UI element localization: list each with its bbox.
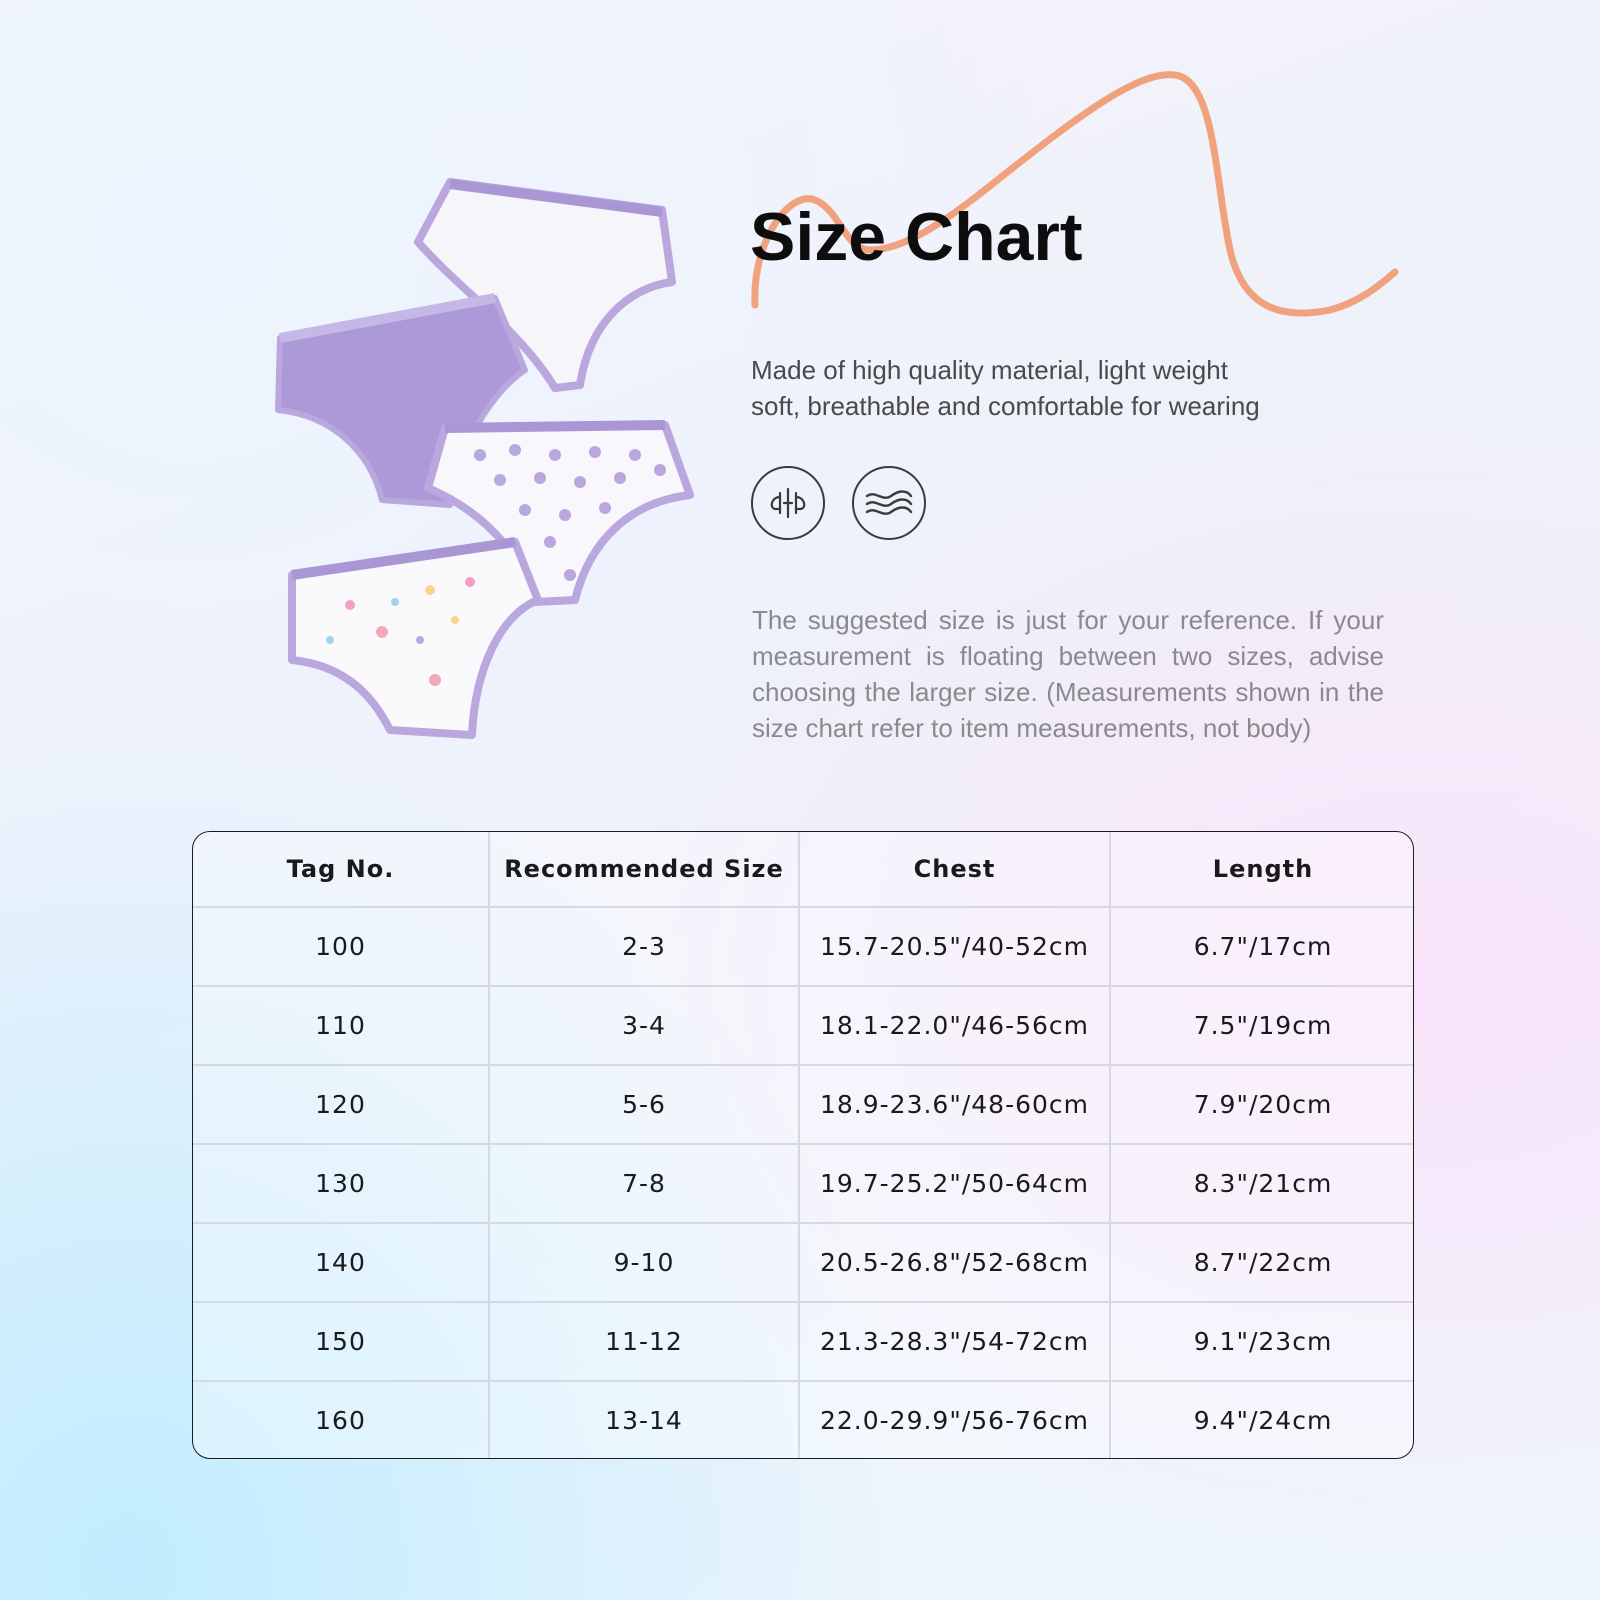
table-row: 120 5-6 18.9-23.6"/48-60cm 7.9"/20cm bbox=[193, 1065, 1413, 1146]
cell-length: 9.1"/23cm bbox=[1110, 1302, 1413, 1383]
table-row: 100 2-3 15.7-20.5"/40-52cm 6.7"/17cm bbox=[193, 907, 1413, 988]
cell-tag-no: 100 bbox=[193, 907, 490, 988]
cell-tag-no: 110 bbox=[193, 986, 490, 1067]
cell-chest: 22.0-29.9"/56-76cm bbox=[799, 1381, 1111, 1458]
cell-recommended-size: 13-14 bbox=[489, 1381, 800, 1458]
description-line-2: soft, breathable and comfortable for wea… bbox=[751, 391, 1260, 421]
cell-chest: 21.3-28.3"/54-72cm bbox=[799, 1302, 1111, 1383]
floral-brief bbox=[424, 420, 694, 606]
table-row: 110 3-4 18.1-22.0"/46-56cm 7.5"/19cm bbox=[193, 986, 1413, 1067]
table-header-row: Tag No. Recommended Size Chest Length bbox=[193, 832, 1413, 908]
table-row: 130 7-8 19.7-25.2"/50-64cm 8.3"/21cm bbox=[193, 1144, 1413, 1225]
cell-chest: 19.7-25.2"/50-64cm bbox=[799, 1144, 1111, 1225]
soft-wave-icon bbox=[852, 466, 926, 540]
table-row: 150 11-12 21.3-28.3"/54-72cm 9.1"/23cm bbox=[193, 1302, 1413, 1383]
cell-length: 7.5"/19cm bbox=[1110, 986, 1413, 1067]
table-row: 160 13-14 22.0-29.9"/56-76cm 9.4"/24cm bbox=[193, 1381, 1413, 1458]
product-description: Made of high quality material, light wei… bbox=[751, 352, 1311, 424]
cell-recommended-size: 2-3 bbox=[489, 907, 800, 988]
cell-recommended-size: 3-4 bbox=[489, 986, 800, 1067]
cell-length: 8.7"/22cm bbox=[1110, 1223, 1413, 1304]
cell-tag-no: 160 bbox=[193, 1381, 490, 1458]
cell-chest: 20.5-26.8"/52-68cm bbox=[799, 1223, 1111, 1304]
cell-length: 6.7"/17cm bbox=[1110, 907, 1413, 988]
cell-tag-no: 140 bbox=[193, 1223, 490, 1304]
feature-icons bbox=[751, 466, 926, 540]
cell-recommended-size: 11-12 bbox=[489, 1302, 800, 1383]
cell-tag-no: 130 bbox=[193, 1144, 490, 1225]
white-brief-top bbox=[414, 178, 676, 392]
cell-chest: 15.7-20.5"/40-52cm bbox=[799, 907, 1111, 988]
cell-recommended-size: 7-8 bbox=[489, 1144, 800, 1225]
cell-length: 7.9"/20cm bbox=[1110, 1065, 1413, 1146]
cell-tag-no: 150 bbox=[193, 1302, 490, 1383]
cell-length: 9.4"/24cm bbox=[1193, 1405, 1333, 1435]
header-chest: Chest bbox=[799, 832, 1111, 908]
printed-brief-bottom bbox=[288, 537, 542, 739]
cell-chest: 18.9-23.6"/48-60cm bbox=[799, 1065, 1111, 1146]
header-tag-no: Tag No. bbox=[193, 832, 490, 908]
cell-tag-no: 120 bbox=[193, 1065, 490, 1146]
page-title: Size Chart bbox=[750, 199, 1083, 275]
breathable-fabric-icon bbox=[751, 466, 825, 540]
table-row: 140 9-10 20.5-26.8"/52-68cm 8.7"/22cm bbox=[193, 1223, 1413, 1304]
header-recommended-size: Recommended Size bbox=[489, 832, 800, 908]
size-note: The suggested size is just for your refe… bbox=[752, 605, 1384, 743]
product-image bbox=[275, 178, 694, 739]
description-line-1: Made of high quality material, light wei… bbox=[751, 355, 1228, 385]
header-length: Length bbox=[1110, 832, 1413, 908]
cell-chest: 18.1-22.0"/46-56cm bbox=[799, 986, 1111, 1067]
cell-recommended-size: 5-6 bbox=[489, 1065, 800, 1146]
size-table: Tag No. Recommended Size Chest Length 10… bbox=[192, 831, 1414, 1459]
cell-length: 8.3"/21cm bbox=[1110, 1144, 1413, 1225]
cell-recommended-size: 9-10 bbox=[489, 1223, 800, 1304]
